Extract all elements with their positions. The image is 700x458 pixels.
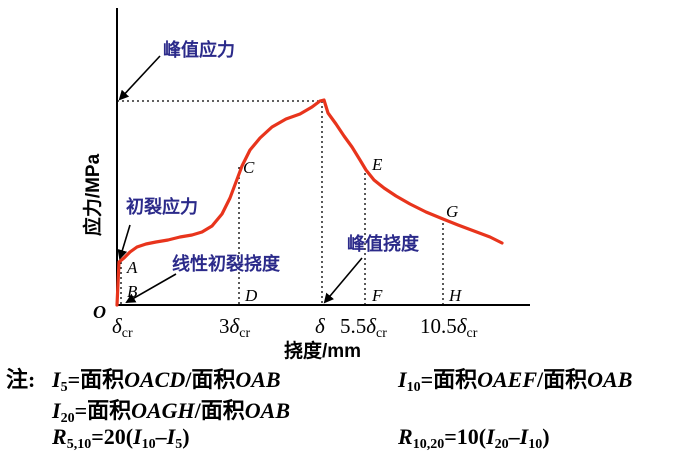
x-tick-5-5-delta-cr: 5.5δcr [340, 314, 387, 341]
initial-crack-stress-arrow [117, 224, 131, 260]
peak-stress-label: 峰值应力 [163, 39, 235, 60]
x-tick-delta-cr: δcr [112, 314, 133, 341]
linear-initial-crack-deflection-label: 线性初裂挠度 [172, 253, 281, 274]
note-i20-definition: I20=面积OAGH/面积OAB [52, 398, 291, 426]
stress-deflection-curve [115, 98, 504, 307]
peak-deflection-label: 峰值挠度 [347, 233, 420, 254]
point-c-label: C [243, 158, 255, 177]
x-axis-label: 挠度/mm [284, 339, 361, 362]
linear-initial-crack-deflection-arrow [125, 273, 177, 303]
point-d-label: D [244, 286, 258, 305]
point-b-label: B [127, 282, 138, 301]
peak-stress-arrow [118, 55, 161, 101]
initial-crack-stress-label: 初裂应力 [126, 196, 198, 217]
note-i5-definition: I5=面积OACD/面积OAB [52, 367, 281, 395]
note-r10-20-definition: R10,20=10(I20–I10) [398, 424, 550, 452]
point-f-label: F [371, 286, 383, 305]
note-prefix: 注: [6, 367, 36, 392]
peak-deflection-arrow [323, 257, 363, 304]
point-h-label: H [448, 286, 463, 305]
x-tick-3-delta-cr: 3δcr [219, 314, 250, 341]
note-i10-definition: I10=面积OAEF/面积OAB [398, 367, 633, 395]
note-r5-10-definition: R5,10=20(I10–I5) [52, 424, 190, 452]
origin-label: O [93, 302, 106, 322]
point-e-label: E [371, 155, 383, 174]
point-g-label: G [446, 202, 458, 221]
x-tick-10-5-delta-cr: 10.5δcr [420, 314, 478, 341]
y-axis-label: 应力/MPa [81, 153, 104, 236]
x-tick-delta: δ [315, 314, 326, 338]
point-a-label: A [126, 258, 138, 277]
